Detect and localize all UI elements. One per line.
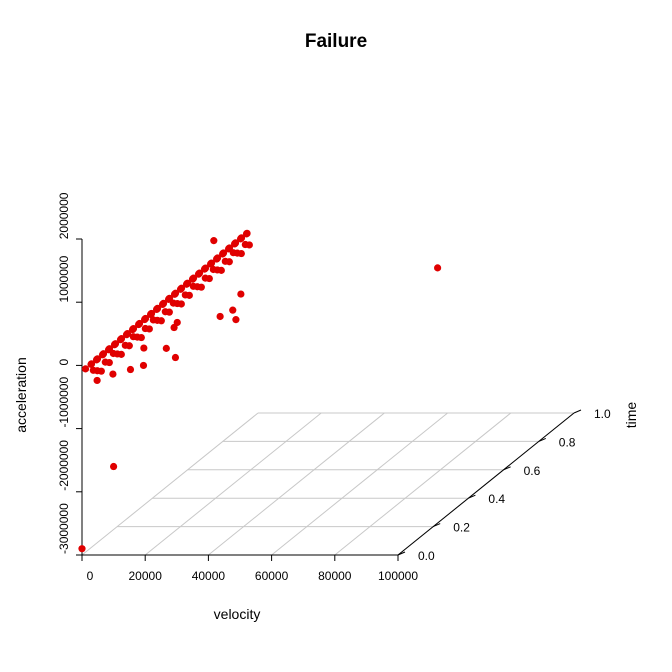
y-axis-label: time xyxy=(623,402,639,429)
data-point xyxy=(177,300,185,308)
data-point xyxy=(129,324,138,333)
data-point xyxy=(125,342,133,350)
grid-line-x xyxy=(208,412,385,556)
grid-line-x xyxy=(334,412,512,556)
x-tick-label: 100000 xyxy=(378,569,418,583)
data-point xyxy=(93,376,101,385)
data-point xyxy=(216,312,224,321)
data-point xyxy=(213,254,222,262)
y-tick-label: 0.8 xyxy=(559,435,576,449)
data-point xyxy=(105,358,113,367)
data-point xyxy=(111,340,120,348)
data-point xyxy=(195,269,204,277)
data-point xyxy=(237,234,246,242)
y-tick-label: 0.4 xyxy=(488,492,505,506)
data-point xyxy=(177,284,186,292)
z-tick-label: 1000000 xyxy=(57,255,71,302)
data-point xyxy=(225,258,233,266)
data-point xyxy=(153,304,162,312)
grid-line-x xyxy=(271,412,448,556)
x-tick-label: 60000 xyxy=(255,569,289,583)
data-point xyxy=(201,264,210,272)
data-point xyxy=(207,259,216,267)
data-point xyxy=(93,355,102,363)
grid-line-x xyxy=(81,412,259,556)
x-tick-label: 20000 xyxy=(129,569,163,583)
data-point xyxy=(245,241,253,249)
data-point xyxy=(140,344,148,352)
data-point xyxy=(197,283,205,291)
z-tick-label: -3000000 xyxy=(57,503,71,554)
data-point xyxy=(117,335,126,343)
y-tick xyxy=(538,437,546,442)
z-tick-label: -1000000 xyxy=(57,377,71,428)
grid-line-x xyxy=(144,412,322,556)
data-point xyxy=(147,309,156,318)
chart-title: Failure xyxy=(305,31,367,52)
data-point xyxy=(217,266,225,274)
y-tick xyxy=(503,466,511,471)
z-tick-label: 0 xyxy=(57,358,71,365)
y-tick xyxy=(573,409,582,414)
data-point xyxy=(165,308,173,316)
data-point xyxy=(231,239,240,247)
data-point xyxy=(434,264,442,272)
data-point xyxy=(97,367,105,375)
y-tick-label: 0.2 xyxy=(453,521,470,535)
data-point xyxy=(189,274,198,282)
y-tick xyxy=(468,494,476,499)
data-point xyxy=(110,462,118,471)
data-point xyxy=(173,318,181,327)
z-tick-label: -2000000 xyxy=(57,440,71,491)
chart-axes: 0 20000 40000 60000 80000 1000000.0 0.2 0.4 0.6 0… xyxy=(57,192,611,583)
y-tick xyxy=(397,551,406,556)
data-point xyxy=(145,325,153,333)
data-point xyxy=(157,317,165,325)
data-point xyxy=(135,319,144,328)
data-point xyxy=(141,314,150,323)
data-point xyxy=(137,333,145,342)
data-point xyxy=(237,249,245,258)
data-point xyxy=(219,249,228,257)
y-tick-label: 0.0 xyxy=(418,549,435,563)
y-tick-label: 0.6 xyxy=(524,464,541,478)
data-point xyxy=(162,344,170,352)
data-points xyxy=(78,229,442,553)
x-tick-label: 0 xyxy=(87,569,94,583)
data-point xyxy=(205,274,213,283)
x-tick-label: 80000 xyxy=(318,569,352,583)
data-point xyxy=(225,244,234,252)
z-tick-label: 2000000 xyxy=(57,192,71,239)
data-point xyxy=(81,365,90,373)
data-point xyxy=(165,294,174,302)
data-point xyxy=(78,545,86,553)
data-point xyxy=(139,361,148,370)
data-point xyxy=(185,291,193,299)
chart-grid xyxy=(81,412,575,556)
data-point xyxy=(109,370,117,378)
data-point xyxy=(105,345,114,353)
data-point xyxy=(229,306,237,314)
data-point xyxy=(159,299,168,307)
data-point xyxy=(123,330,132,338)
data-point xyxy=(243,229,251,237)
y-tick xyxy=(433,523,441,528)
y-axis-line xyxy=(397,412,575,556)
x-tick-label: 40000 xyxy=(192,569,226,583)
data-point xyxy=(171,353,180,362)
data-point xyxy=(117,350,125,358)
data-point xyxy=(126,365,135,374)
data-point xyxy=(183,279,192,287)
y-tick-label: 1.0 xyxy=(594,407,611,421)
z-axis-label: acceleration xyxy=(13,357,29,433)
data-point xyxy=(99,350,108,358)
data-point xyxy=(210,237,218,245)
data-point xyxy=(87,360,96,368)
data-point xyxy=(171,289,180,297)
x-axis-label: velocity xyxy=(214,606,261,622)
data-point xyxy=(232,316,240,324)
data-point xyxy=(237,290,245,298)
